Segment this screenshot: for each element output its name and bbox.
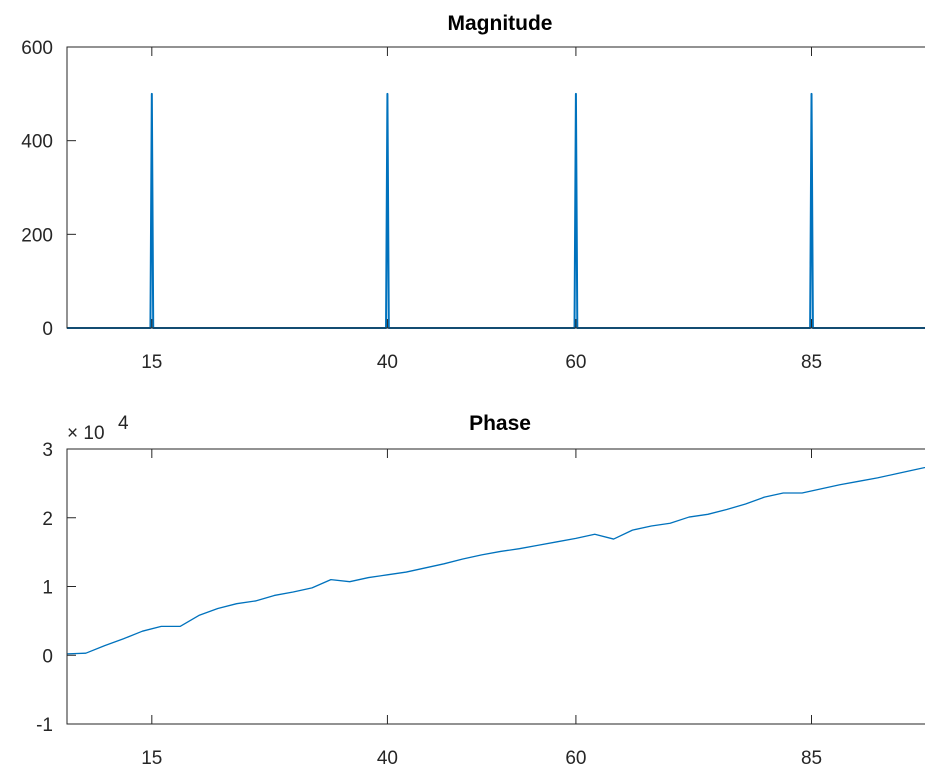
x-tick-label: 40 xyxy=(377,748,398,769)
phase-axes: Phase 15 40 60 85 -1 0 1 2 3 × 10 4 xyxy=(36,412,925,769)
series-line xyxy=(67,92,925,329)
y-tick-label: 400 xyxy=(21,132,53,153)
y-tick-label: 0 xyxy=(42,646,53,667)
x-tick-label: 85 xyxy=(801,748,822,769)
x-tick-label: 85 xyxy=(801,352,822,373)
y-tick-label: 3 xyxy=(42,440,53,461)
series-line xyxy=(66,466,925,655)
y-tick-label: -1 xyxy=(36,715,53,736)
y-tick-label: 2 xyxy=(42,509,53,530)
x-tick-label: 60 xyxy=(565,352,586,373)
x-tick-label: 60 xyxy=(565,748,586,769)
axis-box xyxy=(66,448,925,725)
y-exponent-base: × 10 xyxy=(67,423,105,444)
x-tick-label: 40 xyxy=(377,352,398,373)
y-tick-label: 200 xyxy=(21,225,53,246)
y-tick-label: 0 xyxy=(42,319,53,340)
x-tick-label: 15 xyxy=(141,748,162,769)
y-exponent-power: 4 xyxy=(118,413,129,434)
axis-box xyxy=(66,46,925,329)
magnitude-axes: Magnitude 15 40 60 85 0 200 400 600 xyxy=(21,12,925,373)
chart-title: Phase xyxy=(469,412,531,435)
chart-title: Magnitude xyxy=(448,12,553,35)
y-tick-label: 600 xyxy=(21,38,53,59)
x-tick-label: 15 xyxy=(141,352,162,373)
y-tick-label: 1 xyxy=(42,578,53,599)
